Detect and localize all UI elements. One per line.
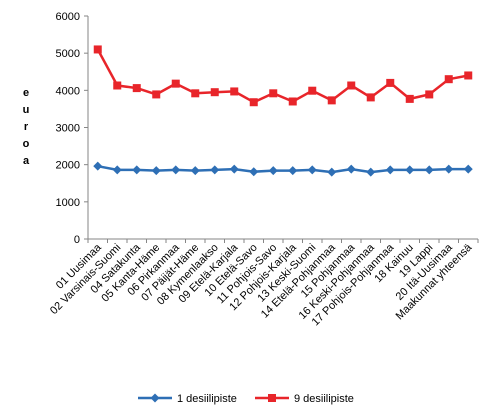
y-axis-label-letter: r <box>24 121 29 133</box>
y-axis-label-letter: a <box>23 155 30 167</box>
data-point <box>425 90 434 99</box>
legend: 1 desiilipiste 9 desiilipiste <box>138 393 354 405</box>
y-tick-label: 3000 <box>56 123 80 135</box>
y-tick-labels: 0 1000 2000 3000 4000 5000 6000 <box>56 11 80 246</box>
data-point <box>424 165 434 175</box>
y-axis-label-letter: o <box>23 138 30 150</box>
y-tick-label: 6000 <box>56 11 80 23</box>
series-layer <box>93 45 473 177</box>
data-point <box>347 81 356 90</box>
data-point <box>210 165 220 175</box>
axes <box>84 15 479 243</box>
data-point <box>93 161 103 171</box>
data-point <box>249 167 259 177</box>
data-point <box>463 164 473 174</box>
legend-label: 9 desiilipiste <box>294 393 354 405</box>
data-point <box>191 89 200 98</box>
data-point <box>132 165 142 175</box>
data-point <box>151 166 161 176</box>
data-point <box>210 88 219 97</box>
data-point <box>366 93 375 102</box>
data-point <box>464 71 473 80</box>
y-tick-label: 2000 <box>56 160 80 172</box>
data-point <box>405 94 414 103</box>
y-axis-label-letter: u <box>23 104 30 116</box>
data-point <box>308 86 317 95</box>
data-point <box>386 78 395 87</box>
data-point <box>307 165 317 175</box>
legend-label: 1 desiilipiste <box>177 393 237 405</box>
data-point <box>132 84 141 93</box>
data-point <box>269 89 278 98</box>
data-point <box>230 87 239 96</box>
y-tick-label: 5000 <box>56 48 80 60</box>
data-point <box>288 166 298 176</box>
y-tick-label: 1000 <box>56 197 80 209</box>
data-point <box>327 167 337 177</box>
data-point <box>249 98 258 107</box>
data-point <box>190 166 200 176</box>
data-point <box>113 81 122 90</box>
data-point <box>288 97 297 106</box>
data-point <box>93 45 102 54</box>
data-point <box>268 166 278 176</box>
y-tick-label: 4000 <box>56 85 80 97</box>
data-point <box>444 75 453 84</box>
data-point <box>385 165 395 175</box>
data-point <box>346 164 356 174</box>
y-axis-label-letter: e <box>23 87 29 99</box>
y-tick-label: 0 <box>74 234 80 246</box>
data-point <box>444 164 454 174</box>
data-point <box>171 79 180 88</box>
data-point <box>366 167 376 177</box>
data-point <box>229 164 239 174</box>
legend-marker <box>150 393 160 403</box>
legend-marker <box>268 394 276 402</box>
data-point <box>152 90 161 99</box>
data-point <box>405 165 415 175</box>
data-point <box>112 165 122 175</box>
data-point <box>327 96 336 105</box>
data-point <box>171 165 181 175</box>
